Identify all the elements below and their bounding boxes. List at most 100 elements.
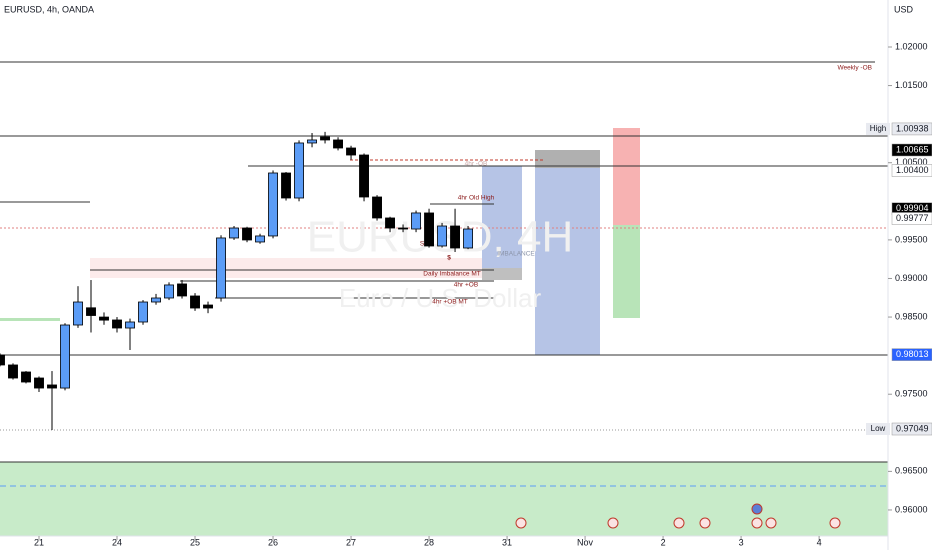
x-tick-label: 31 <box>502 537 512 547</box>
x-tick-label: 2 <box>661 537 666 547</box>
candle-body <box>268 172 278 237</box>
price-tag <box>891 164 932 177</box>
annotation: IMBALANCE <box>497 251 535 258</box>
x-tick-label: 3 <box>739 537 744 547</box>
candle-body <box>346 147 356 156</box>
candle-body <box>138 301 148 323</box>
candle-body <box>0 354 5 366</box>
y-tick-label: 0.96000 <box>895 504 928 514</box>
candle-body <box>463 228 474 249</box>
annotation: 4hr -OB <box>465 161 488 168</box>
candle-body <box>151 297 161 303</box>
target-zone <box>613 225 640 318</box>
range-box <box>482 268 522 280</box>
price-tag-label: 0.98013 <box>896 349 929 359</box>
candle-body <box>112 319 122 329</box>
x-tick-label: 25 <box>190 537 200 547</box>
event-icon <box>673 517 685 529</box>
candle-body <box>190 295 200 309</box>
candle-body <box>307 139 317 144</box>
price-tag-label: 0.99777 <box>896 213 929 223</box>
price-tag-name: Low <box>871 424 886 433</box>
event-icon <box>699 517 711 529</box>
y-tick-label: 1.01500 <box>895 80 928 90</box>
candle-body <box>73 301 83 326</box>
annotation: $ <box>447 255 451 262</box>
x-tick-label: 27 <box>346 537 356 547</box>
candle-body <box>177 283 187 297</box>
range-box <box>535 150 600 168</box>
watermark-subtitle: Euro / U.S. Dollar <box>339 283 542 313</box>
candle-body <box>86 307 96 316</box>
chart-title: EURUSD, 4h, OANDA <box>4 4 94 14</box>
demand-zone <box>0 462 888 536</box>
candle-body <box>294 142 304 199</box>
candle-body <box>242 227 252 241</box>
x-tick-label: 24 <box>112 537 122 547</box>
candle-body <box>411 212 421 230</box>
candle-body <box>398 227 408 230</box>
candle-body <box>359 154 369 198</box>
x-tick-label: 4 <box>817 537 822 547</box>
price-tag <box>891 143 932 157</box>
price-tag <box>891 348 932 361</box>
candle-body <box>34 377 44 389</box>
annotation: Daily Imbalance MT <box>423 271 480 278</box>
candle-body <box>203 304 213 309</box>
event-icon <box>515 517 527 529</box>
x-tick-label: Nov <box>577 537 594 547</box>
stop-zone <box>613 128 640 225</box>
annotation: Weekly -OB <box>837 65 872 72</box>
range-box <box>482 166 522 268</box>
candle-body <box>255 235 265 243</box>
event-icon <box>829 517 841 529</box>
candle-body <box>281 172 291 199</box>
candle-body <box>216 237 226 299</box>
candle-body <box>229 227 239 239</box>
price-tag-label: 1.00665 <box>896 144 929 154</box>
candle-body <box>437 225 448 247</box>
event-icon <box>751 503 763 515</box>
candle-body <box>21 371 31 383</box>
candle-body <box>164 284 174 299</box>
price-tag-label: 1.00400 <box>896 165 929 175</box>
y-tick-label: 0.96500 <box>895 466 928 476</box>
imbalance-zone <box>90 258 522 278</box>
candle-body <box>47 384 57 389</box>
candle-body <box>424 212 434 247</box>
event-icon <box>607 517 619 529</box>
price-tag <box>891 212 932 225</box>
price-tag-name: High <box>870 124 886 133</box>
price-tag-name-bg <box>866 122 890 135</box>
candle-body <box>99 316 109 321</box>
range-box <box>535 150 600 355</box>
y-tick-label: 0.99500 <box>895 234 928 244</box>
annotation: S <box>420 241 425 248</box>
y-tick-label: 1.00500 <box>895 157 928 167</box>
annotation: 4hr +OB MT <box>432 299 468 306</box>
candle-body <box>372 196 382 219</box>
x-tick-label: 26 <box>268 537 278 547</box>
price-tag-label: 0.99904 <box>896 203 929 213</box>
annotation: 4hr +OB <box>454 282 478 289</box>
price-tag-label: 0.97049 <box>896 423 929 433</box>
candle-body <box>60 324 70 389</box>
candle-body <box>450 225 461 249</box>
y-tick-label: 1.02000 <box>895 41 928 51</box>
axis-label: USD <box>894 4 914 14</box>
y-tick-label: 0.97500 <box>895 389 928 399</box>
x-tick-label: 21 <box>34 537 44 547</box>
event-icon <box>751 517 763 529</box>
price-tag <box>891 122 932 136</box>
candle-body <box>333 139 343 149</box>
candle-body <box>320 136 330 141</box>
candle-body <box>385 217 395 229</box>
event-icons <box>515 503 841 529</box>
zone <box>0 318 60 321</box>
price-tag <box>891 422 932 436</box>
x-tick-label: 28 <box>424 537 434 547</box>
annotation: 4hr Old High <box>458 195 495 202</box>
event-icon <box>765 517 777 529</box>
y-tick-label: 0.99000 <box>895 273 928 283</box>
